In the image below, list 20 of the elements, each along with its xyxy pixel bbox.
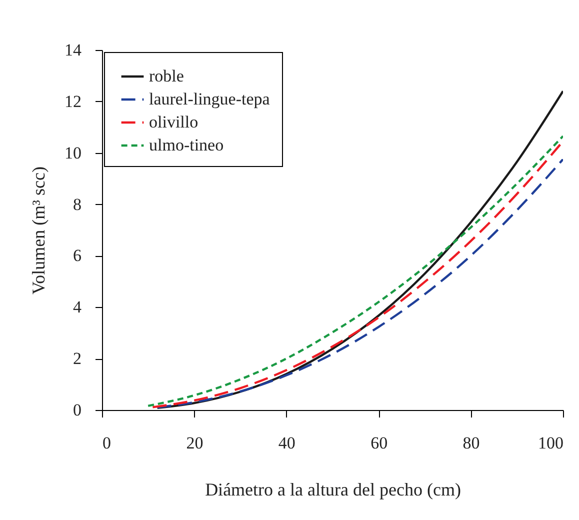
y-tick-label: 6	[73, 246, 82, 266]
y-tick-label: 14	[64, 40, 82, 60]
legend-label: ulmo-tineo	[149, 136, 224, 154]
y-axis-title: Volumen (m³ scc)	[28, 166, 48, 295]
y-tick-label: 10	[64, 143, 82, 162]
y-tick-label: 2	[73, 349, 82, 368]
x-tick-label: 20	[186, 434, 204, 452]
legend-label: roble	[149, 66, 184, 86]
y-tick-label: 4	[73, 298, 82, 317]
y-tick-label: 12	[64, 92, 82, 111]
x-axis-title: Diámetro a la altura del pecho (cm)	[205, 480, 461, 500]
x-tick-label: 80	[462, 434, 480, 452]
y-tick-label: 0	[73, 400, 82, 420]
legend-label: olivillo	[149, 112, 198, 132]
legend-label: laurel-lingue-tepa	[149, 90, 270, 108]
y-tick-label: 8	[73, 194, 82, 214]
x-tick-label: 40	[278, 434, 296, 452]
x-tick-label: 60	[370, 434, 388, 452]
x-tick-label: 0	[102, 434, 111, 452]
x-tick-label: 100	[538, 434, 564, 452]
